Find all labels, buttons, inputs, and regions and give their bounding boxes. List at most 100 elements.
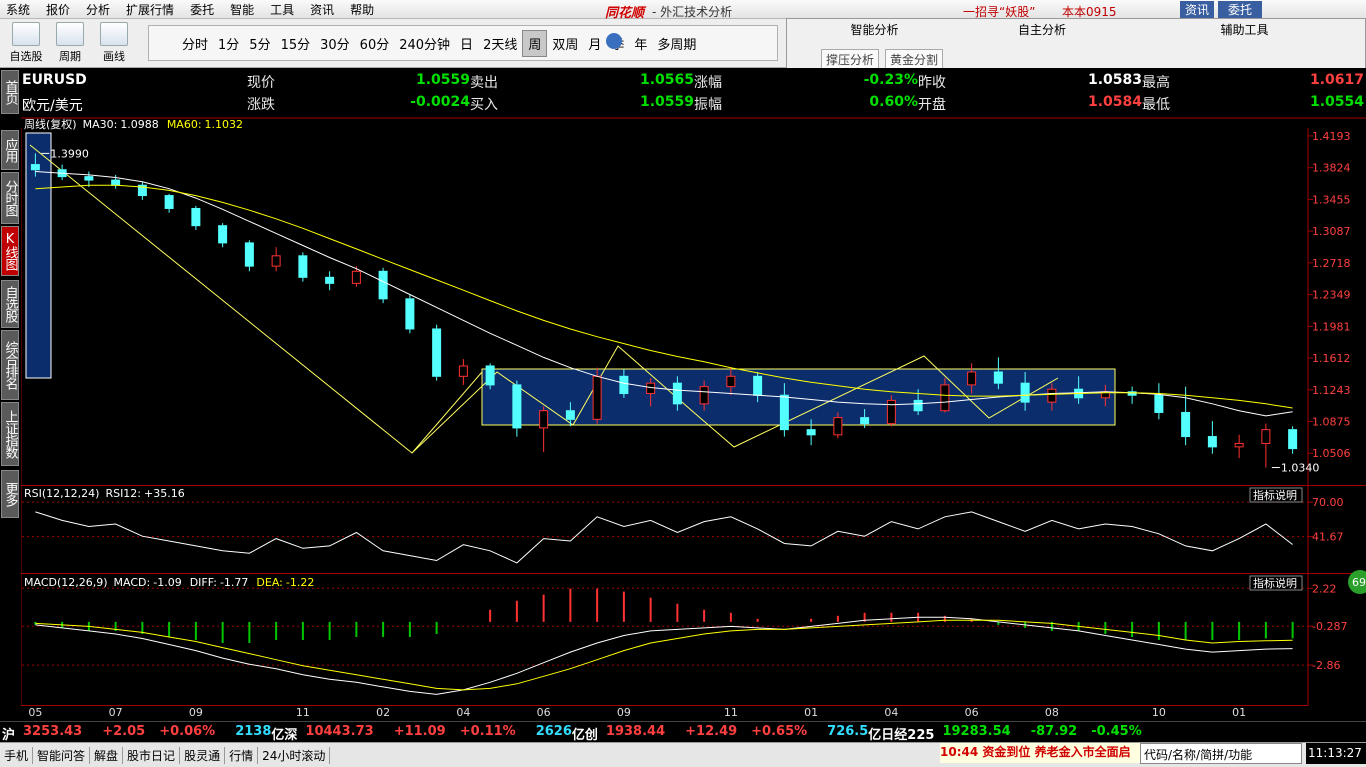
period-button[interactable]: 2天线 [483,37,518,53]
tool-button[interactable]: 周期 [50,22,90,64]
side-tab[interactable]: K线图 [1,226,19,276]
period-button[interactable]: 15分 [280,37,311,53]
quote-value: -0.23% [863,72,918,88]
candle-body [993,371,1003,384]
search-box[interactable]: 代码/名称/简拼/功能 [1140,743,1302,764]
top-button[interactable]: 委托 [1218,1,1262,18]
side-tab[interactable]: 综合排名 [1,330,19,400]
period-button[interactable]: 5分 [249,37,271,53]
index-amount: 2626 [535,724,572,739]
quote-value: 1.0559 [639,94,694,110]
bottom-tab[interactable]: 24小时滚动 [258,746,331,764]
period-button[interactable]: 日 [460,37,474,53]
candle-body [913,399,923,412]
settings-icon[interactable] [606,33,622,49]
indicator-title: 周线(复权) [24,117,77,131]
ticker-time: 10:44 [940,745,979,759]
tool-button[interactable]: 自选股 [6,22,46,64]
candle-body [1234,442,1244,448]
period-button[interactable]: 多周期 [657,37,697,53]
side-tab[interactable]: 分时图 [1,172,19,224]
side-tab[interactable]: 应用 [1,130,19,170]
candle-body [137,184,147,197]
candle-body [619,375,629,395]
news-ticker[interactable]: 10:44 资金到位 养老金入市全面启 [940,743,1140,763]
menu-bar: 系统 报价 分析 扩展行情 委托 智能 工具 资讯 帮助 [0,0,1366,19]
menu-item[interactable]: 帮助 [350,2,375,17]
period-button[interactable]: 双周 [552,37,579,53]
candle-body [378,270,388,300]
drawing-line [411,371,483,454]
period-button[interactable]: 1分 [218,37,240,53]
x-tick-label: 01 [1232,706,1246,719]
period-button[interactable]: 分时 [182,37,209,53]
index-name: 沪 [2,728,16,743]
x-tick-label: 07 [109,706,123,719]
period-button[interactable]: 30分 [320,37,350,53]
side-tab[interactable]: 自选股 [1,280,19,328]
promo[interactable]: 一招寻“妖股” [963,5,1036,19]
menu-item[interactable]: 智能 [230,2,255,17]
side-tab[interactable]: 更多 [1,470,19,518]
drawing-box [25,132,52,379]
index-price: 19283.54 [942,724,1011,739]
candle-body [164,195,174,209]
candle-body [512,384,522,429]
y-tick-label: 1.2718 [1312,257,1351,270]
badge[interactable] [1348,570,1366,594]
bottom-tab[interactable]: 智能问答 [33,746,91,764]
x-tick-label: 05 [28,706,42,719]
y-tick-label: -2.86 [1312,659,1340,672]
period-button[interactable]: 240分钟 [399,37,451,53]
bottom-tab[interactable]: 解盘 [90,746,124,764]
candle-body [672,382,682,405]
candle-body [485,365,495,386]
candle-body [1154,394,1164,413]
candle-body [806,429,816,436]
quote-header: EURUSD 欧元/美元 现价 1.0559 卖出 1.0565 涨幅 -0.23% 昨收 1… [22,70,1366,116]
bottom-tab[interactable]: 行情 [225,746,259,764]
index-unit: 亿 [868,728,882,743]
period-button[interactable]: 月 [588,37,602,53]
x-tick-label: 11 [296,706,310,719]
info-button[interactable] [1249,487,1303,503]
ticker-text: 资金到位 养老金入市全面启 [982,745,1131,759]
bottom-tab[interactable]: 手机 [0,746,34,764]
quote-label: 涨跌 [247,97,275,113]
candle-body [405,298,415,330]
x-tick-label: 04 [884,706,898,719]
period-button[interactable]: 年 [634,37,648,53]
candle-body [1261,429,1271,444]
period-button[interactable]: 周 [522,29,548,57]
candle-body [218,225,228,244]
bottom-tab[interactable]: 股灵通 [180,746,226,764]
info-button-label: 指标说明 [1253,576,1297,590]
indicator-title: RSI(12,12,24) [24,487,99,500]
menu-item[interactable]: 工具 [270,2,295,17]
menu-item[interactable]: 系统 [6,2,31,17]
index-price: 1938.44 [605,724,666,739]
tool-button[interactable]: 画线 [94,22,134,64]
side-tab[interactable]: 上证指数 [1,402,19,466]
menu-item[interactable]: 报价 [46,2,71,17]
side-tab[interactable]: 首页 [1,70,19,114]
quote-label: 现价 [247,75,275,91]
quote-value: 1.0583 [1087,72,1142,88]
panel-button[interactable]: 黄金分割 [885,49,944,69]
bottom-tab[interactable]: 股市日记 [123,746,181,764]
panel-button[interactable]: 撑压分析 [821,49,880,69]
menu-item[interactable]: 委托 [190,2,215,17]
quote-label: 开盘 [918,97,946,113]
badge-text: 69 [1352,576,1366,589]
x-tick-label: 02 [376,706,390,719]
menu-item[interactable]: 分析 [86,2,111,17]
index-change: +12.49 [685,724,738,739]
top-button[interactable]: 资讯 [1180,1,1214,18]
candle-body [886,399,896,425]
info-button[interactable] [1249,575,1303,591]
menu-item[interactable]: 资讯 [310,2,335,17]
menu-item[interactable]: 扩展行情 [126,2,175,17]
period-button[interactable]: 60分 [359,37,390,53]
y-tick-label: -0.287 [1312,620,1347,633]
